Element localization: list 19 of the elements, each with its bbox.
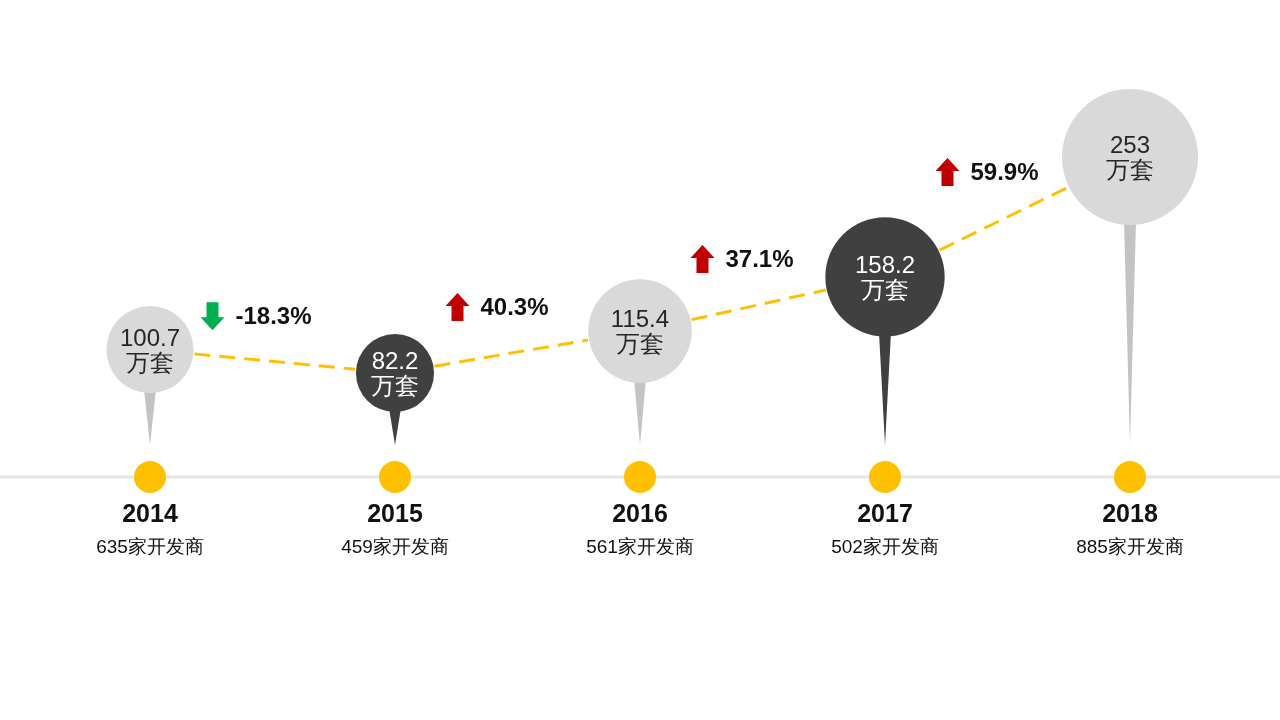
value-label: 82.2 万套	[371, 347, 419, 399]
x-tick-label: 2017	[857, 498, 913, 528]
annotation: 561家开发商	[586, 535, 694, 559]
annotation: 40.3%	[480, 293, 549, 322]
annotation: 502家开发商	[831, 535, 939, 559]
annotation: -18.3%	[235, 302, 312, 331]
x-tick-label: 2018	[1102, 498, 1158, 528]
x-tick-label: 2016	[612, 498, 668, 528]
annotation: 59.9%	[970, 157, 1039, 186]
value-label: 158.2 万套	[854, 251, 916, 303]
value-label: 115.4 万套	[610, 305, 670, 357]
x-tick-label: 2014	[122, 498, 178, 528]
annotation: 37.1%	[725, 244, 794, 273]
value-label: 100.7 万套	[119, 324, 181, 375]
annotation: 459家开发商	[341, 535, 449, 559]
annotation: 635家开发商	[96, 535, 204, 559]
value-label: 253 万套	[1106, 131, 1154, 183]
x-tick-label: 2015	[367, 498, 423, 528]
annotation: 885家开发商	[1076, 535, 1184, 559]
